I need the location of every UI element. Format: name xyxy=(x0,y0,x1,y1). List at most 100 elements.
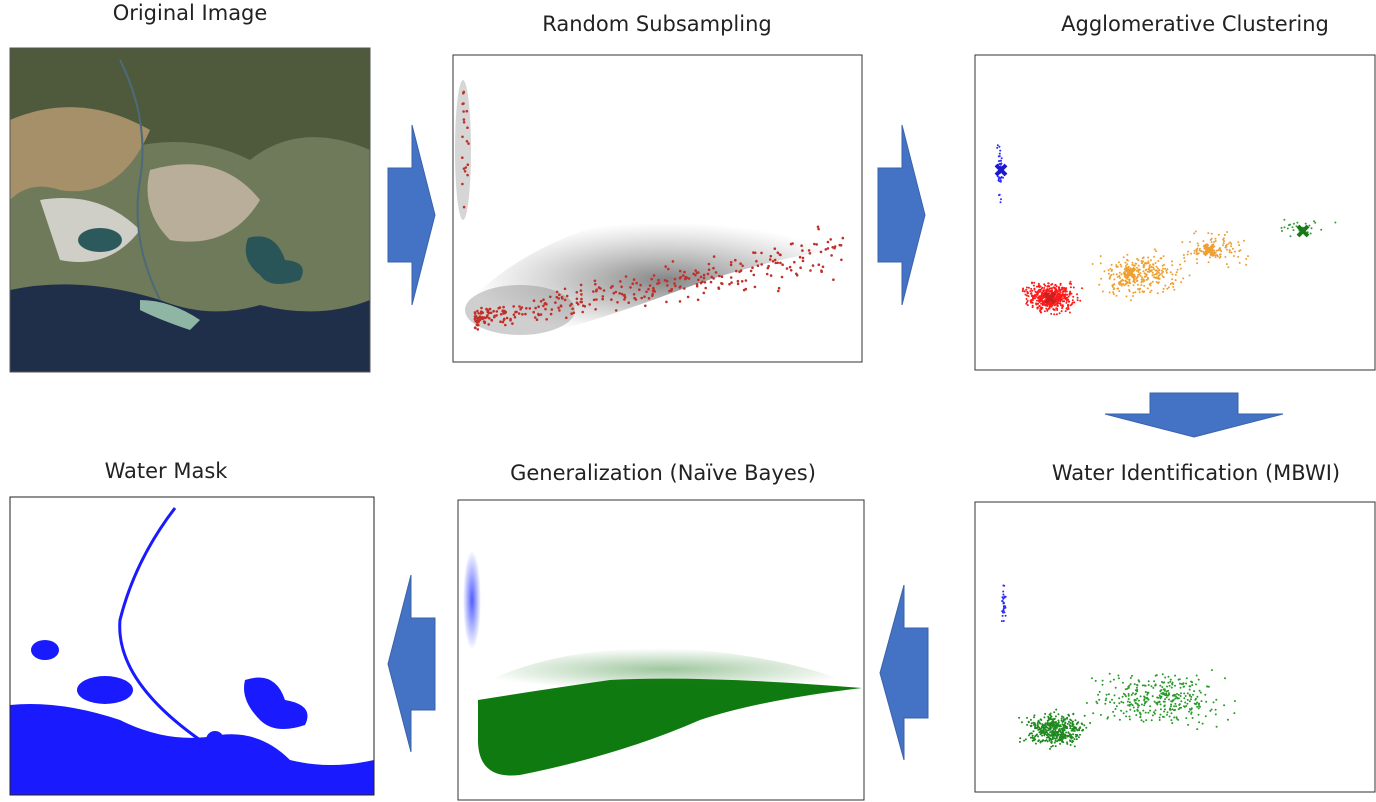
scatter-dot xyxy=(1201,700,1203,702)
scatter-dot xyxy=(1183,693,1185,695)
scatter-dot xyxy=(1044,724,1046,726)
scatter-dot xyxy=(1072,299,1074,301)
scatter-dot xyxy=(799,256,802,259)
scatter-dot xyxy=(1176,693,1178,695)
scatter-dot xyxy=(487,323,490,326)
scatter-dot xyxy=(648,297,651,300)
scatter-dot xyxy=(707,273,710,276)
scatter-dot xyxy=(625,275,628,278)
scatter-dot xyxy=(582,304,585,307)
scatter-dot xyxy=(653,274,656,277)
scatter-dot xyxy=(666,284,669,287)
scatter-dot xyxy=(1227,719,1229,721)
scatter-dot xyxy=(1158,275,1160,277)
scatter-dot xyxy=(1215,238,1217,240)
scatter-dot xyxy=(1173,694,1175,696)
scatter-dot xyxy=(1005,615,1007,617)
scatter-dot xyxy=(631,282,634,285)
scatter-dot xyxy=(474,326,477,329)
scatter-dot xyxy=(1114,715,1116,717)
scatter-dot xyxy=(571,308,574,311)
scatter-dot xyxy=(670,289,673,292)
scatter-dot xyxy=(466,110,469,113)
scatter-dot xyxy=(576,291,579,294)
scatter-dot xyxy=(1069,727,1071,729)
scatter-dot xyxy=(1050,746,1052,748)
scatter-dot xyxy=(1145,269,1147,271)
scatter-dot xyxy=(1189,274,1191,276)
scatter-dot xyxy=(1000,201,1002,203)
scatter-dot xyxy=(1050,290,1052,292)
scatter-dot xyxy=(477,317,480,320)
scatter-dot xyxy=(1102,684,1104,686)
scatter-dot xyxy=(1052,745,1054,747)
scatter-dot xyxy=(1061,732,1063,734)
scatter-dot xyxy=(779,262,782,265)
scatter-dot xyxy=(1031,294,1033,296)
scatter-dot xyxy=(1150,259,1152,261)
scatter-dot xyxy=(1153,274,1155,276)
scatter-dot xyxy=(1166,288,1168,290)
scatter-dot xyxy=(462,102,465,105)
scatter-dot xyxy=(1109,278,1111,280)
scatter-dot xyxy=(1136,684,1138,686)
scatter-dot xyxy=(643,295,646,298)
scatter-dot xyxy=(1207,232,1209,234)
scatter-dot xyxy=(1213,701,1215,703)
scatter-dot xyxy=(1172,286,1174,288)
scatter-dot xyxy=(1105,698,1107,700)
scatter-dot xyxy=(1055,745,1057,747)
scatter-dot xyxy=(633,278,636,281)
scatter-dot xyxy=(1019,737,1021,739)
scatter-dot xyxy=(1224,234,1226,236)
scatter-dot xyxy=(1180,268,1182,270)
scatter-dot xyxy=(1066,743,1068,745)
scatter-dot xyxy=(996,147,998,149)
scatter-dot xyxy=(1062,734,1064,736)
scatter-dot xyxy=(1166,714,1168,716)
scatter-dot xyxy=(1037,303,1039,305)
scatter-dot xyxy=(1152,274,1154,276)
scatter-dot xyxy=(1026,298,1028,300)
scatter-dot xyxy=(1092,712,1094,714)
scatter-dot xyxy=(652,290,655,293)
scatter-dot xyxy=(1058,302,1060,304)
scatter-dot xyxy=(1202,723,1204,725)
scatter-dot xyxy=(461,156,464,159)
scatter-dot xyxy=(1064,722,1066,724)
scatter-dot xyxy=(1082,729,1084,731)
scatter-dot xyxy=(1226,231,1228,233)
scatter-dot xyxy=(1042,300,1044,302)
scatter-dot xyxy=(463,118,466,121)
scatter-dot xyxy=(1171,278,1173,280)
scatter-dot xyxy=(462,92,465,95)
scatter-dot xyxy=(610,286,613,289)
scatter-dot xyxy=(1033,285,1035,287)
scatter-dot xyxy=(1187,699,1189,701)
scatter-dot xyxy=(1155,250,1157,252)
scatter-dot xyxy=(1129,709,1131,711)
scatter-dot xyxy=(1115,264,1117,266)
scatter-dot xyxy=(1111,699,1113,701)
scatter-dot xyxy=(1079,726,1081,728)
scatter-dot xyxy=(1135,714,1137,716)
scatter-dot xyxy=(476,310,479,313)
scatter-dot xyxy=(1191,684,1193,686)
scatter-dot xyxy=(594,308,597,311)
scatter-dot xyxy=(629,286,632,289)
scatter-dot xyxy=(1237,241,1239,243)
scatter-dot xyxy=(1031,282,1033,284)
scatter-dot xyxy=(501,310,504,313)
scatter-dot xyxy=(840,259,843,262)
scatter-dot xyxy=(595,298,598,301)
scatter-dot xyxy=(1211,241,1213,243)
scatter-dot xyxy=(1194,252,1196,254)
scatter-dot xyxy=(542,305,545,308)
scatter-dot xyxy=(1233,255,1235,257)
scatter-dot xyxy=(476,324,479,327)
pipeline-figure: Original Image Random Subsampling Agglom… xyxy=(0,0,1376,802)
scatter-dot xyxy=(1238,244,1240,246)
scatter-dot xyxy=(1189,694,1191,696)
scatter-dot xyxy=(1144,276,1146,278)
scatter-dot xyxy=(1061,718,1063,720)
